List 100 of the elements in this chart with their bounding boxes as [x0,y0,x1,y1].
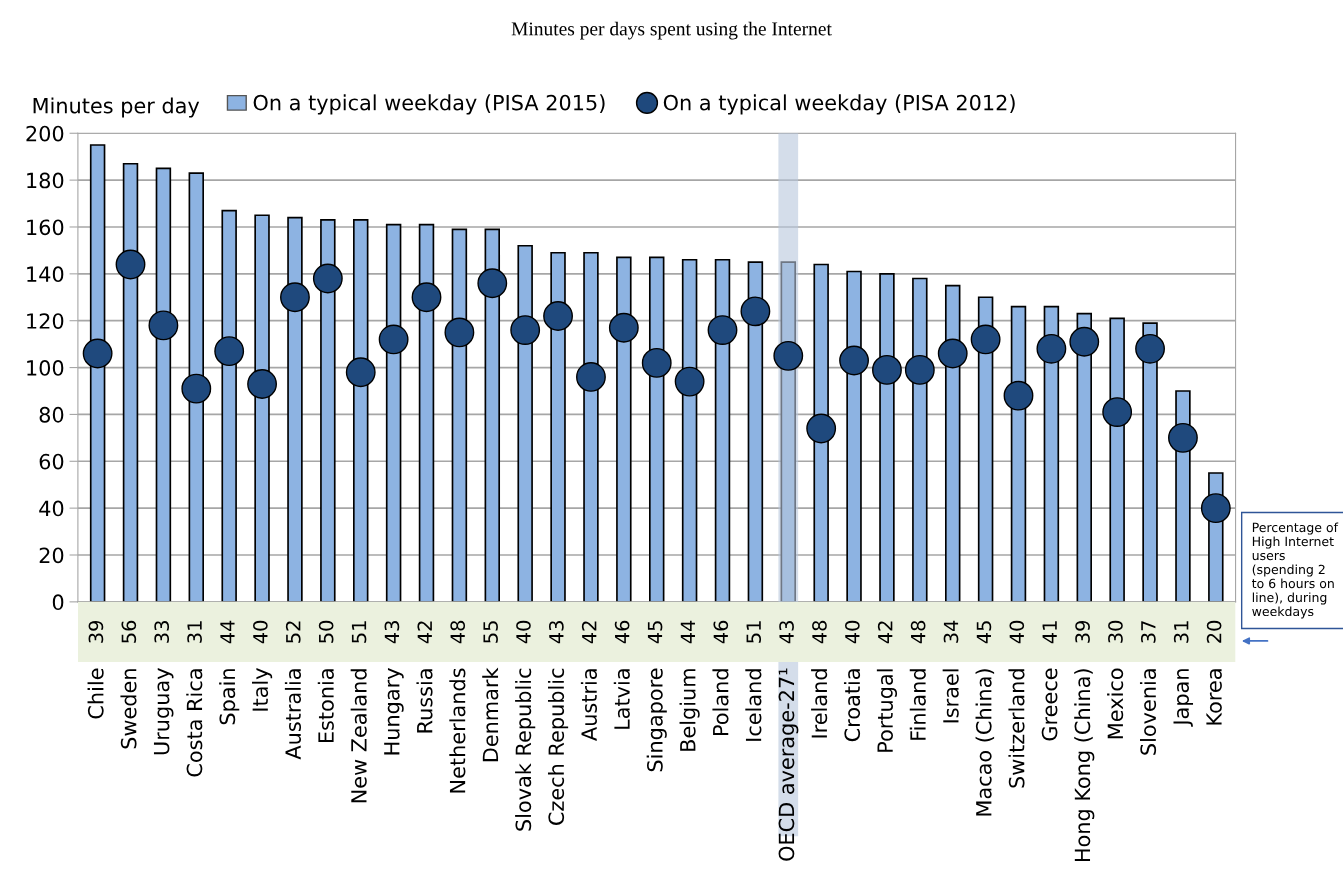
x-tick-label: Slovak Republic [515,668,536,831]
x-tick-label: Belgium [679,669,700,751]
point [148,310,179,341]
data-label: 37 [1140,621,1156,643]
legend-label: On a typical weekday (PISA 2012) [663,94,1015,115]
data-label: 42 [877,621,893,644]
point [1200,493,1231,524]
point [937,338,968,369]
point [576,362,606,392]
data-label: 46 [713,620,729,644]
data-label: 40 [844,620,860,644]
y-tick-label: 100 [27,360,64,376]
data-label: 51 [351,621,367,643]
point [1003,380,1034,411]
point [115,249,146,280]
x-tick-label: OECD average-27¹ [778,668,799,861]
data-label: 39 [1075,620,1090,643]
x-tick-label: Israel [942,669,959,723]
data-label: 48 [450,620,466,644]
data-label: 55 [483,621,498,643]
y-tick-label: 20 [39,547,64,564]
x-tick-label: Costa Rica [186,669,203,777]
data-label: 30 [1108,620,1123,643]
x-tick-label: Mexico [1107,668,1124,739]
x-tick-label: Portugal [876,669,898,752]
x-tick-label: Latvia [613,669,630,729]
data-label: 41 [1042,621,1057,644]
data-label: 48 [910,620,926,644]
text: Percentage of High Internet users (spending 2 to 6 hours on line), during weekdays [1252,522,1339,619]
point [773,340,804,371]
x-tick-label: Uruguay [153,668,174,755]
y-tick-label: 0 [52,594,64,611]
point [1036,333,1067,364]
point [378,324,409,355]
x-tick-label: Macao (China) [975,669,995,816]
data-label: 31 [1173,621,1189,643]
x-tick-label: Switzerland [1008,669,1025,788]
point [1135,333,1165,364]
y-tick-label: 160 [27,219,64,236]
point [707,315,738,346]
y-tick-label: 200 [26,125,64,142]
x-tick-label: Greece [1041,668,1058,741]
data-label: 43 [384,621,400,644]
point [1168,422,1198,453]
x-tick-label: Denmark [482,667,499,762]
data-label: 20 [1206,620,1222,643]
data-label: 40 [516,620,531,644]
x-tick-label: Japan [1173,669,1194,727]
x-tick-label: Poland [712,669,729,735]
point [970,324,1001,355]
y-tick-label: 40 [39,500,64,517]
data-label: 42 [417,621,432,644]
data-label: 44 [220,620,235,644]
point [904,354,935,385]
data-label: 48 [812,620,827,644]
x-tick-label: Russia [416,669,433,733]
data-label: 43 [549,621,564,644]
x-tick-label: Czech Republic [547,668,569,825]
data-label: 46 [614,620,630,644]
x-tick-label: Ireland [811,669,828,738]
point [641,347,672,378]
data-label: 51 [746,621,762,643]
legend-label: On a typical weekday (PISA 2015) [253,94,605,115]
chart-title: Minutes per days spent using the Internet [511,21,832,40]
data-label: 33 [154,621,170,643]
data-label: 40 [1009,620,1025,644]
y-tick-label: 120 [27,313,64,329]
point [82,338,113,369]
x-tick-label: Croatia [843,669,861,742]
data-label: 43 [779,621,794,644]
x-tick-label: Estonia [317,669,334,743]
point [839,345,869,376]
x-tick-label: Australia [284,669,301,760]
point [181,373,212,404]
point [806,413,837,444]
data-label: 31 [187,621,202,643]
y-tick-label: 140 [27,266,64,283]
x-tick-label: Chile [87,668,104,719]
data-label: 44 [680,620,695,644]
point [444,317,475,348]
y-tick-label: 60 [39,453,64,470]
data-label: 45 [976,621,992,644]
x-tick-label: Hungary [384,668,404,755]
point [740,296,771,327]
x-tick-label: Singapore [646,668,667,772]
point [214,336,245,367]
data-label: 40 [253,620,268,644]
x-tick-label: Hong Kong (China) [1074,669,1095,862]
point [247,369,277,399]
x-tick-label: New Zealand [350,669,367,803]
point [510,315,541,346]
data-label: 39 [88,620,104,643]
x-tick-label: Italy [251,668,273,711]
x-tick-label: Finland [909,669,926,740]
point [477,268,508,299]
point [312,263,343,294]
point [280,282,310,313]
x-tick-label: Netherlands [449,668,466,793]
y-tick-label: 80 [39,406,64,423]
point [345,357,376,388]
